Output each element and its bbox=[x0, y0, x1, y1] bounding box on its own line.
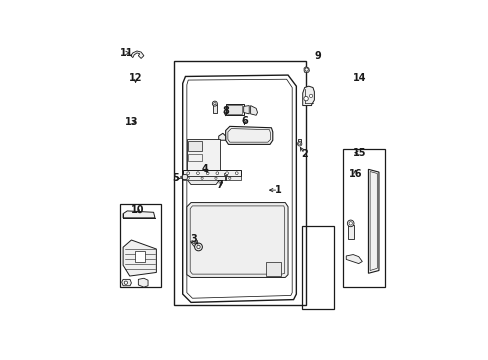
Bar bbox=[188, 154, 202, 161]
Circle shape bbox=[346, 220, 353, 227]
Bar bbox=[120, 204, 160, 287]
Circle shape bbox=[303, 96, 307, 101]
Circle shape bbox=[124, 281, 127, 284]
Circle shape bbox=[213, 103, 216, 105]
Text: 4: 4 bbox=[201, 164, 208, 174]
Text: 14: 14 bbox=[352, 73, 366, 83]
Polygon shape bbox=[182, 175, 187, 180]
Text: 2: 2 bbox=[301, 149, 307, 159]
Text: 9: 9 bbox=[314, 51, 321, 61]
Bar bbox=[213, 104, 216, 113]
Circle shape bbox=[194, 243, 202, 251]
Polygon shape bbox=[250, 105, 257, 115]
Circle shape bbox=[228, 177, 230, 179]
Polygon shape bbox=[186, 174, 220, 185]
Bar bbox=[183, 176, 241, 180]
Polygon shape bbox=[123, 211, 155, 218]
Bar bbox=[343, 149, 384, 287]
Text: 15: 15 bbox=[352, 148, 366, 158]
Circle shape bbox=[309, 94, 312, 98]
Text: 10: 10 bbox=[130, 205, 144, 215]
Polygon shape bbox=[190, 242, 198, 247]
Polygon shape bbox=[346, 255, 362, 264]
Text: 11: 11 bbox=[120, 48, 133, 58]
Bar bbox=[135, 251, 144, 262]
Text: 6: 6 bbox=[241, 116, 247, 126]
Polygon shape bbox=[302, 86, 314, 105]
Circle shape bbox=[225, 172, 228, 175]
Circle shape bbox=[348, 222, 352, 225]
Circle shape bbox=[197, 245, 200, 249]
Polygon shape bbox=[367, 169, 378, 273]
Polygon shape bbox=[186, 203, 287, 278]
Polygon shape bbox=[138, 278, 148, 287]
Text: 1: 1 bbox=[274, 185, 281, 195]
Text: 7: 7 bbox=[216, 180, 223, 190]
Bar bbox=[265, 262, 281, 276]
Circle shape bbox=[206, 172, 208, 175]
Text: 3: 3 bbox=[190, 234, 197, 244]
Bar bbox=[301, 226, 333, 309]
Bar bbox=[174, 61, 305, 305]
Polygon shape bbox=[224, 175, 226, 180]
Polygon shape bbox=[243, 105, 249, 114]
Circle shape bbox=[201, 177, 203, 179]
Bar bbox=[225, 104, 243, 115]
Bar bbox=[183, 170, 241, 176]
Polygon shape bbox=[298, 139, 301, 144]
Bar bbox=[188, 141, 202, 151]
Circle shape bbox=[186, 172, 189, 175]
Circle shape bbox=[235, 172, 238, 175]
Bar bbox=[224, 174, 227, 175]
Text: 13: 13 bbox=[125, 117, 139, 127]
Circle shape bbox=[212, 101, 217, 106]
Circle shape bbox=[214, 177, 217, 179]
Polygon shape bbox=[123, 240, 156, 276]
Circle shape bbox=[305, 68, 307, 71]
Circle shape bbox=[196, 172, 199, 175]
Polygon shape bbox=[304, 67, 309, 72]
Polygon shape bbox=[131, 51, 143, 58]
Text: 8: 8 bbox=[222, 106, 229, 116]
Circle shape bbox=[187, 177, 189, 179]
Text: 16: 16 bbox=[348, 169, 362, 179]
Circle shape bbox=[297, 141, 301, 146]
Bar bbox=[347, 225, 353, 239]
Circle shape bbox=[298, 143, 300, 145]
Polygon shape bbox=[218, 133, 225, 140]
Bar bbox=[186, 139, 220, 172]
Circle shape bbox=[216, 172, 218, 175]
Text: 12: 12 bbox=[128, 73, 142, 83]
Text: 5: 5 bbox=[171, 174, 178, 184]
Polygon shape bbox=[225, 126, 272, 144]
Polygon shape bbox=[122, 279, 131, 286]
Bar bbox=[226, 105, 242, 114]
